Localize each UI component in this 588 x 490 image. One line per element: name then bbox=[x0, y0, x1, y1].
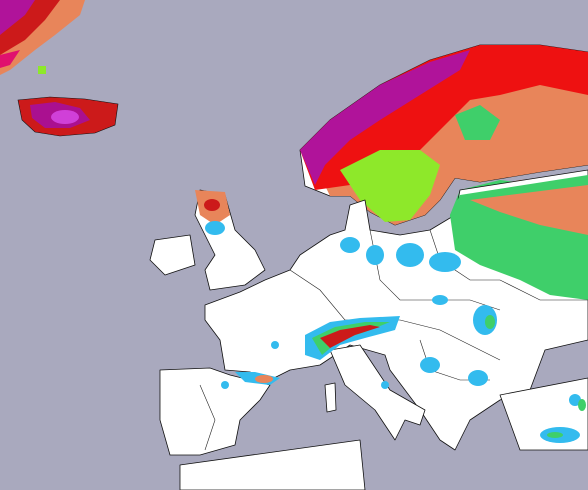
snow-green bbox=[38, 66, 46, 74]
snow-patch bbox=[221, 381, 229, 389]
snow-scotland-red bbox=[204, 199, 220, 211]
snow-patch bbox=[432, 295, 448, 305]
snow-patch bbox=[340, 237, 360, 253]
snow-patch bbox=[381, 381, 389, 389]
snow-patch bbox=[468, 370, 488, 386]
snow-patch bbox=[485, 315, 495, 329]
snow-scotland-blue bbox=[205, 221, 225, 235]
iberia bbox=[159, 367, 271, 456]
snow-red bbox=[300, 45, 588, 190]
ireland bbox=[149, 234, 196, 276]
snow-russia-orange bbox=[470, 185, 588, 235]
greenland bbox=[0, 0, 85, 75]
snow-pink bbox=[0, 50, 20, 68]
snow-patch bbox=[547, 432, 563, 438]
snow-patch bbox=[569, 394, 581, 406]
snow-patches-green bbox=[485, 315, 586, 438]
north-africa bbox=[179, 439, 366, 490]
snow-green-dark bbox=[455, 105, 500, 140]
snow-pyrenees-orange bbox=[255, 375, 273, 383]
snow-patch bbox=[366, 245, 384, 265]
border bbox=[199, 384, 216, 451]
snow-magenta bbox=[300, 50, 470, 185]
snow-patch bbox=[429, 252, 461, 272]
italy bbox=[329, 344, 426, 441]
snow-patches bbox=[221, 237, 581, 443]
corsica-sardinia bbox=[324, 382, 337, 413]
snow-magenta bbox=[0, 0, 35, 35]
iceland bbox=[17, 96, 119, 137]
snow-patch bbox=[396, 243, 424, 267]
snow-patch bbox=[271, 341, 279, 349]
snow-violet bbox=[51, 110, 79, 124]
snow-patch bbox=[578, 399, 586, 411]
snow-alps-red bbox=[320, 325, 380, 348]
border bbox=[369, 229, 501, 311]
snow-patch bbox=[420, 357, 440, 373]
